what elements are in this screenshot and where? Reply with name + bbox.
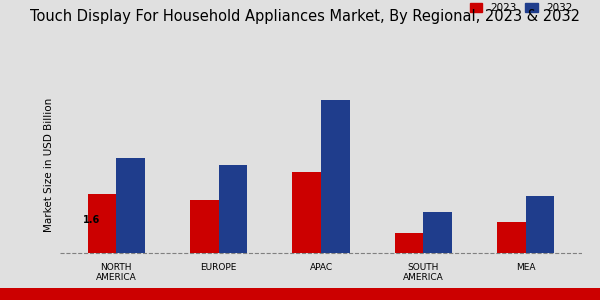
Bar [497,222,526,253]
Bar [395,232,424,253]
Bar [218,165,247,253]
Bar [292,172,321,253]
Text: Touch Display For Household Appliances Market, By Regional, 2023 & 2032: Touch Display For Household Appliances M… [30,9,580,24]
Y-axis label: Market Size in USD Billion: Market Size in USD Billion [44,98,55,232]
Bar [526,196,554,253]
Legend: 2023, 2032: 2023, 2032 [466,0,577,17]
Bar [116,158,145,253]
Bar [190,200,218,253]
Bar [424,212,452,253]
Bar [88,194,116,253]
Text: 1.6: 1.6 [83,215,100,226]
Bar [321,100,350,253]
